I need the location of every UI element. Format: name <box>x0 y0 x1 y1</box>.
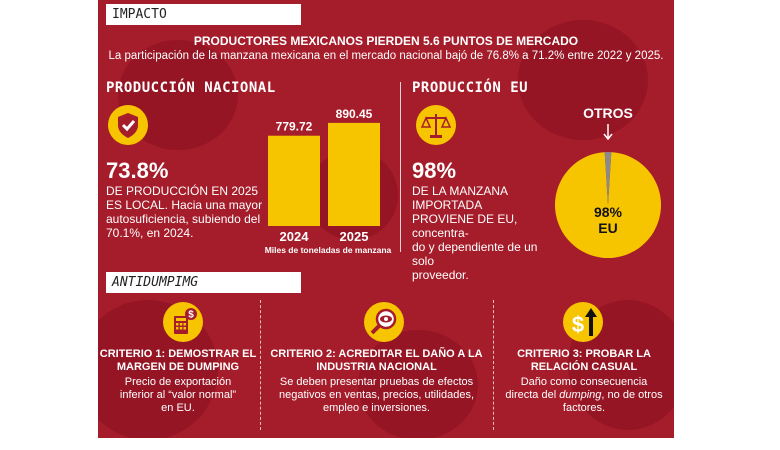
title-line: CRITERIO 3: PROBAR LA <box>517 348 651 360</box>
bar-2024 <box>268 135 320 226</box>
impacto-tag: IMPACTO <box>106 4 301 25</box>
shield-check-icon <box>108 105 148 145</box>
title-line: CRITERIO 2: ACREDITAR EL DAÑO A LA <box>270 348 483 360</box>
bar-2025 <box>328 122 380 226</box>
text-line: ES LOCAL. Hacia una mayor <box>106 198 263 212</box>
magnifier-eye-icon <box>364 302 404 342</box>
body-line: en EU. <box>161 402 195 414</box>
import-origin-pie-chart: 98%EU OTROS <box>555 105 661 258</box>
antidumping-tag: ANTIDUMPIMG <box>106 272 301 293</box>
text-line: PROVIENE DE EU, concentra- <box>412 212 518 240</box>
text-line: DE LA MANZANA IMPORTADA <box>412 184 508 212</box>
criterio-3-body: Daño como consecuencia directa del dumpi… <box>496 376 672 415</box>
produccion-nacional-title: PRODUCCIÓN NACIONAL <box>106 80 276 96</box>
title-line: MARGEN DE DUMPING <box>116 361 240 373</box>
pie-category-label: EU <box>598 220 617 236</box>
body-fragment: , no de otros <box>601 389 663 401</box>
title-line: INDUSTRIA NACIONAL <box>316 361 437 373</box>
infographic-panel: IMPACTO PRODUCTORES MEXICANOS PIERDEN 5.… <box>98 0 674 438</box>
bar-data-label: 890.45 <box>336 107 373 121</box>
body-line: Se deben presentar pruebas de efectos <box>279 376 474 388</box>
bar-data-label: 779.72 <box>276 120 313 134</box>
subheadline: La participación de la manzana mexicana … <box>108 50 664 62</box>
body-line: factores. <box>562 402 606 414</box>
body-line: Precio de exportación <box>124 376 232 388</box>
pie-slice-eu <box>555 152 661 258</box>
produccion-eu-text: DE LA MANZANA IMPORTADA PROVIENE DE EU, … <box>412 184 562 282</box>
text-line: autosuficiencia, subiendo del <box>106 212 261 226</box>
apple-bg-decoration <box>518 20 648 140</box>
body-line: empleo e inversiones. <box>322 402 430 414</box>
criteria-divider <box>493 300 494 430</box>
calculator-dollar-icon: $ <box>163 302 203 342</box>
headline: PRODUCTORES MEXICANOS PIERDEN 5.6 PUNTOS… <box>193 34 579 48</box>
svg-text:$: $ <box>572 312 584 337</box>
svg-text:$: $ <box>188 310 194 321</box>
criterio-3-title: CRITERIO 3: PROBAR LA RELACIÓN CASUAL <box>496 348 672 374</box>
body-line: negativos en ventas, precios, utilidades… <box>278 389 475 401</box>
text-line: do y dependiente de un solo <box>412 240 538 268</box>
text-line: proveedor. <box>412 268 469 282</box>
scales-icon <box>416 105 456 145</box>
text-line: 70.1%, en 2024. <box>106 226 194 240</box>
criterio-1-body: Precio de exportación inferior al “valor… <box>98 376 258 415</box>
dollar-arrow-up-icon: $ <box>563 302 603 342</box>
produccion-eu-title: PRODUCCIÓN EU <box>412 80 529 96</box>
criterio-2-body: Se deben presentar pruebas de efectos ne… <box>260 376 493 415</box>
bar-category-label: 2025 <box>340 229 369 244</box>
text-line: DE PRODUCCIÓN EN 2025 <box>106 184 259 198</box>
criterio-1-title: CRITERIO 1: DEMOSTRAR EL MARGEN DE DUMPI… <box>98 348 258 374</box>
produccion-nacional-big-number: 73.8% <box>106 158 169 183</box>
pie-slice-otros <box>604 152 612 205</box>
title-line: CRITERIO 1: DEMOSTRAR EL <box>99 348 257 360</box>
section-divider <box>400 82 401 252</box>
produccion-eu-big-number: 98% <box>412 158 457 183</box>
apple-bg-decoration <box>358 330 478 438</box>
body-line: Daño como consecuencia <box>520 376 648 388</box>
produccion-nacional-text: DE PRODUCCIÓN EN 2025 ES LOCAL. Hacia un… <box>106 184 271 240</box>
criteria-divider <box>260 300 261 430</box>
pie-value-label: 98% <box>594 204 623 220</box>
pie-otros-label: OTROS <box>583 105 633 121</box>
criterio-2-title: CRITERIO 2: ACREDITAR EL DAÑO A LA INDUS… <box>260 348 493 374</box>
body-line: inferior al “valor normal” <box>119 389 237 401</box>
body-fragment: directa del <box>505 389 560 401</box>
bar-x-axis-label: Miles de toneladas de manzana <box>265 245 392 255</box>
bar-category-label: 2024 <box>280 229 310 244</box>
body-emphasis: dumping <box>559 389 602 401</box>
arrow-down-icon <box>603 124 613 141</box>
title-line: RELACIÓN CASUAL <box>530 361 638 373</box>
body-line: directa del dumping, no de otros <box>496 389 672 402</box>
